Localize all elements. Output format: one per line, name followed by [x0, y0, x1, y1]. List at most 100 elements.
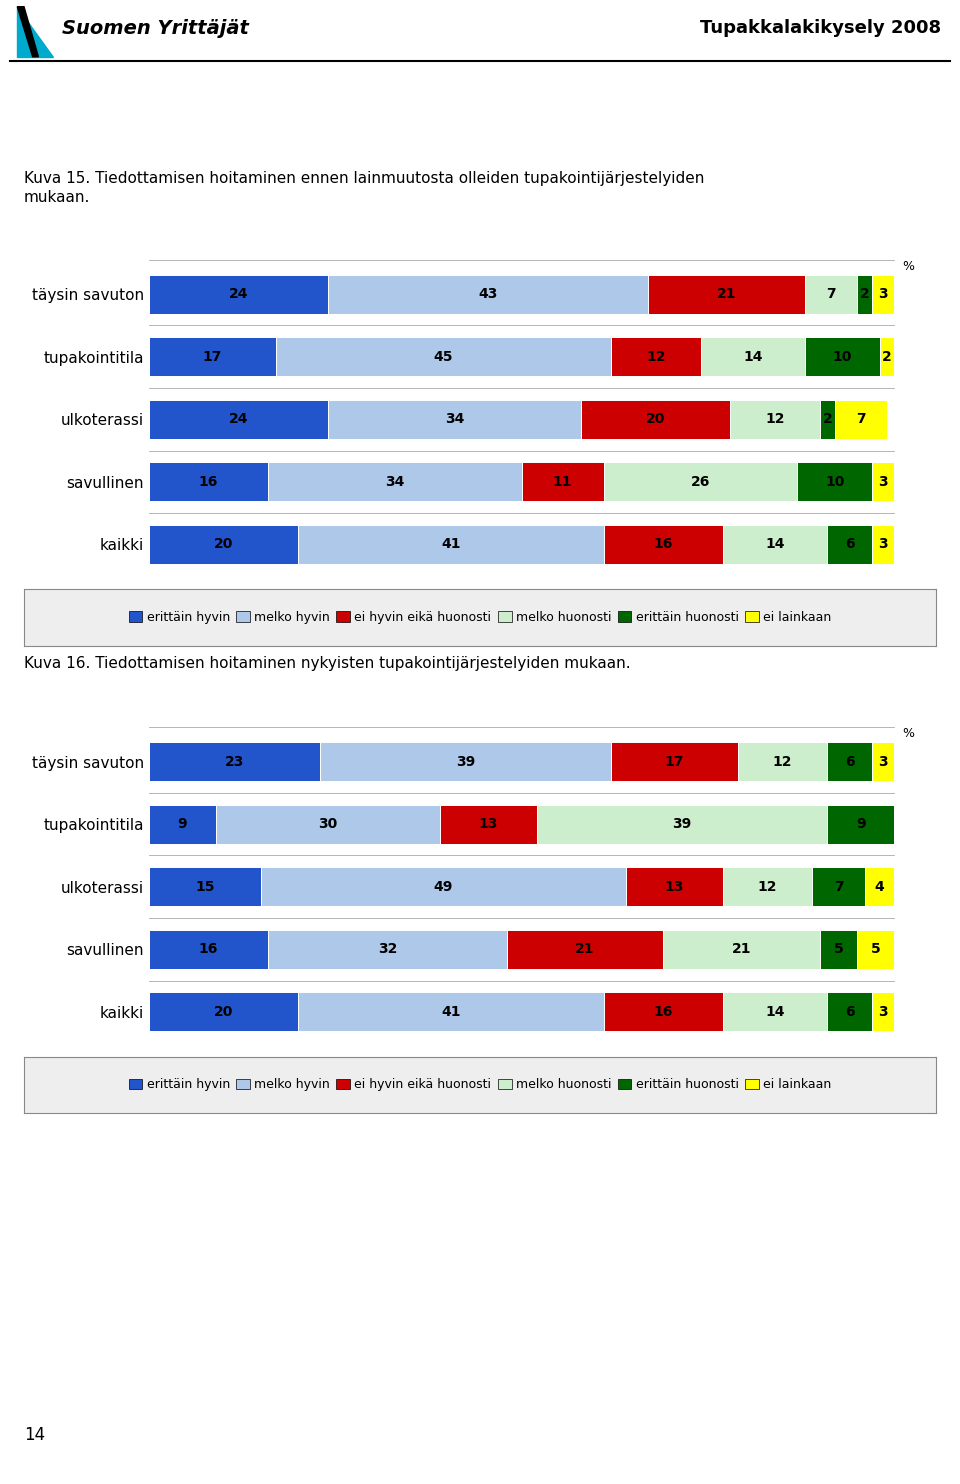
- Text: 11: 11: [553, 475, 572, 488]
- Bar: [872, 993, 895, 1031]
- Text: 6: 6: [845, 537, 854, 552]
- Text: 24: 24: [228, 286, 248, 301]
- Bar: [723, 525, 828, 564]
- Text: 30: 30: [318, 818, 337, 831]
- Bar: [581, 399, 731, 439]
- Text: 4: 4: [875, 880, 884, 893]
- Text: 20: 20: [646, 413, 665, 426]
- Text: 14: 14: [24, 1426, 45, 1444]
- Bar: [804, 275, 857, 313]
- Text: 6: 6: [845, 754, 854, 769]
- Text: 14: 14: [765, 537, 785, 552]
- Text: 17: 17: [203, 350, 222, 364]
- Bar: [321, 742, 612, 781]
- Bar: [612, 742, 738, 781]
- Bar: [149, 867, 261, 907]
- Text: Kuva 15. Tiedottamisen hoitaminen ennen lainmuutosta olleiden tupakointijärjeste: Kuva 15. Tiedottamisen hoitaminen ennen …: [24, 171, 705, 205]
- Text: 3: 3: [878, 754, 888, 769]
- Bar: [857, 275, 872, 313]
- Bar: [828, 993, 872, 1031]
- Text: 45: 45: [434, 350, 453, 364]
- Text: 14: 14: [765, 1005, 785, 1020]
- Bar: [268, 463, 521, 502]
- Bar: [872, 463, 895, 502]
- Text: %: %: [901, 260, 914, 273]
- Bar: [812, 867, 865, 907]
- Bar: [537, 804, 828, 843]
- Text: 3: 3: [878, 475, 888, 488]
- Text: 41: 41: [441, 1005, 461, 1020]
- Bar: [149, 463, 268, 502]
- Text: 21: 21: [732, 942, 752, 956]
- Text: 34: 34: [385, 475, 404, 488]
- Text: 16: 16: [199, 475, 218, 488]
- Bar: [268, 930, 507, 969]
- Bar: [828, 742, 872, 781]
- Text: 6: 6: [845, 1005, 854, 1020]
- Bar: [604, 525, 723, 564]
- Bar: [149, 993, 298, 1031]
- Bar: [604, 463, 798, 502]
- Text: 12: 12: [773, 754, 792, 769]
- Text: 23: 23: [225, 754, 244, 769]
- Text: 5: 5: [833, 942, 844, 956]
- Bar: [149, 275, 327, 313]
- Text: 41: 41: [441, 537, 461, 552]
- Text: 9: 9: [856, 818, 866, 831]
- Legend: erittäin hyvin, melko hyvin, ei hyvin eikä huonosti, melko huonosti, erittäin hu: erittäin hyvin, melko hyvin, ei hyvin ei…: [124, 605, 836, 629]
- Text: 13: 13: [478, 818, 497, 831]
- Bar: [604, 993, 723, 1031]
- Text: 2: 2: [823, 413, 832, 426]
- Text: 43: 43: [478, 286, 497, 301]
- Bar: [298, 993, 604, 1031]
- Text: 10: 10: [825, 475, 845, 488]
- Bar: [804, 337, 879, 375]
- Bar: [798, 463, 872, 502]
- Bar: [648, 275, 804, 313]
- Text: 24: 24: [228, 413, 248, 426]
- Text: 26: 26: [691, 475, 710, 488]
- Bar: [521, 463, 604, 502]
- Bar: [872, 525, 895, 564]
- Bar: [327, 399, 581, 439]
- Text: 3: 3: [878, 1005, 888, 1020]
- Text: 12: 12: [646, 350, 665, 364]
- Bar: [149, 930, 268, 969]
- Bar: [723, 993, 828, 1031]
- Bar: [327, 275, 648, 313]
- Bar: [507, 930, 663, 969]
- Text: 21: 21: [717, 286, 736, 301]
- Bar: [872, 742, 895, 781]
- Bar: [216, 804, 440, 843]
- Text: %: %: [901, 727, 914, 741]
- Text: yrittajat.fi: yrittajat.fi: [846, 1450, 934, 1465]
- Bar: [149, 399, 327, 439]
- Text: 20: 20: [214, 537, 233, 552]
- Bar: [828, 804, 895, 843]
- Text: 5: 5: [871, 942, 880, 956]
- Bar: [828, 525, 872, 564]
- Text: 21: 21: [575, 942, 595, 956]
- Bar: [731, 399, 820, 439]
- Bar: [865, 867, 895, 907]
- Bar: [663, 930, 820, 969]
- Bar: [723, 867, 812, 907]
- Text: 2: 2: [860, 286, 870, 301]
- Bar: [276, 337, 612, 375]
- Polygon shape: [17, 6, 38, 56]
- Bar: [440, 804, 537, 843]
- Bar: [149, 804, 216, 843]
- Bar: [298, 525, 604, 564]
- Bar: [820, 399, 835, 439]
- Text: 12: 12: [758, 880, 778, 893]
- Text: Tupakkalakikysely 2008: Tupakkalakikysely 2008: [700, 19, 941, 37]
- Text: 3: 3: [878, 537, 888, 552]
- Polygon shape: [17, 6, 53, 56]
- Bar: [738, 742, 828, 781]
- Text: 2: 2: [882, 350, 892, 364]
- Text: 49: 49: [434, 880, 453, 893]
- Legend: erittäin hyvin, melko hyvin, ei hyvin eikä huonosti, melko huonosti, erittäin hu: erittäin hyvin, melko hyvin, ei hyvin ei…: [124, 1073, 836, 1097]
- Text: 16: 16: [654, 537, 673, 552]
- Text: 7: 7: [833, 880, 843, 893]
- Text: 14: 14: [743, 350, 762, 364]
